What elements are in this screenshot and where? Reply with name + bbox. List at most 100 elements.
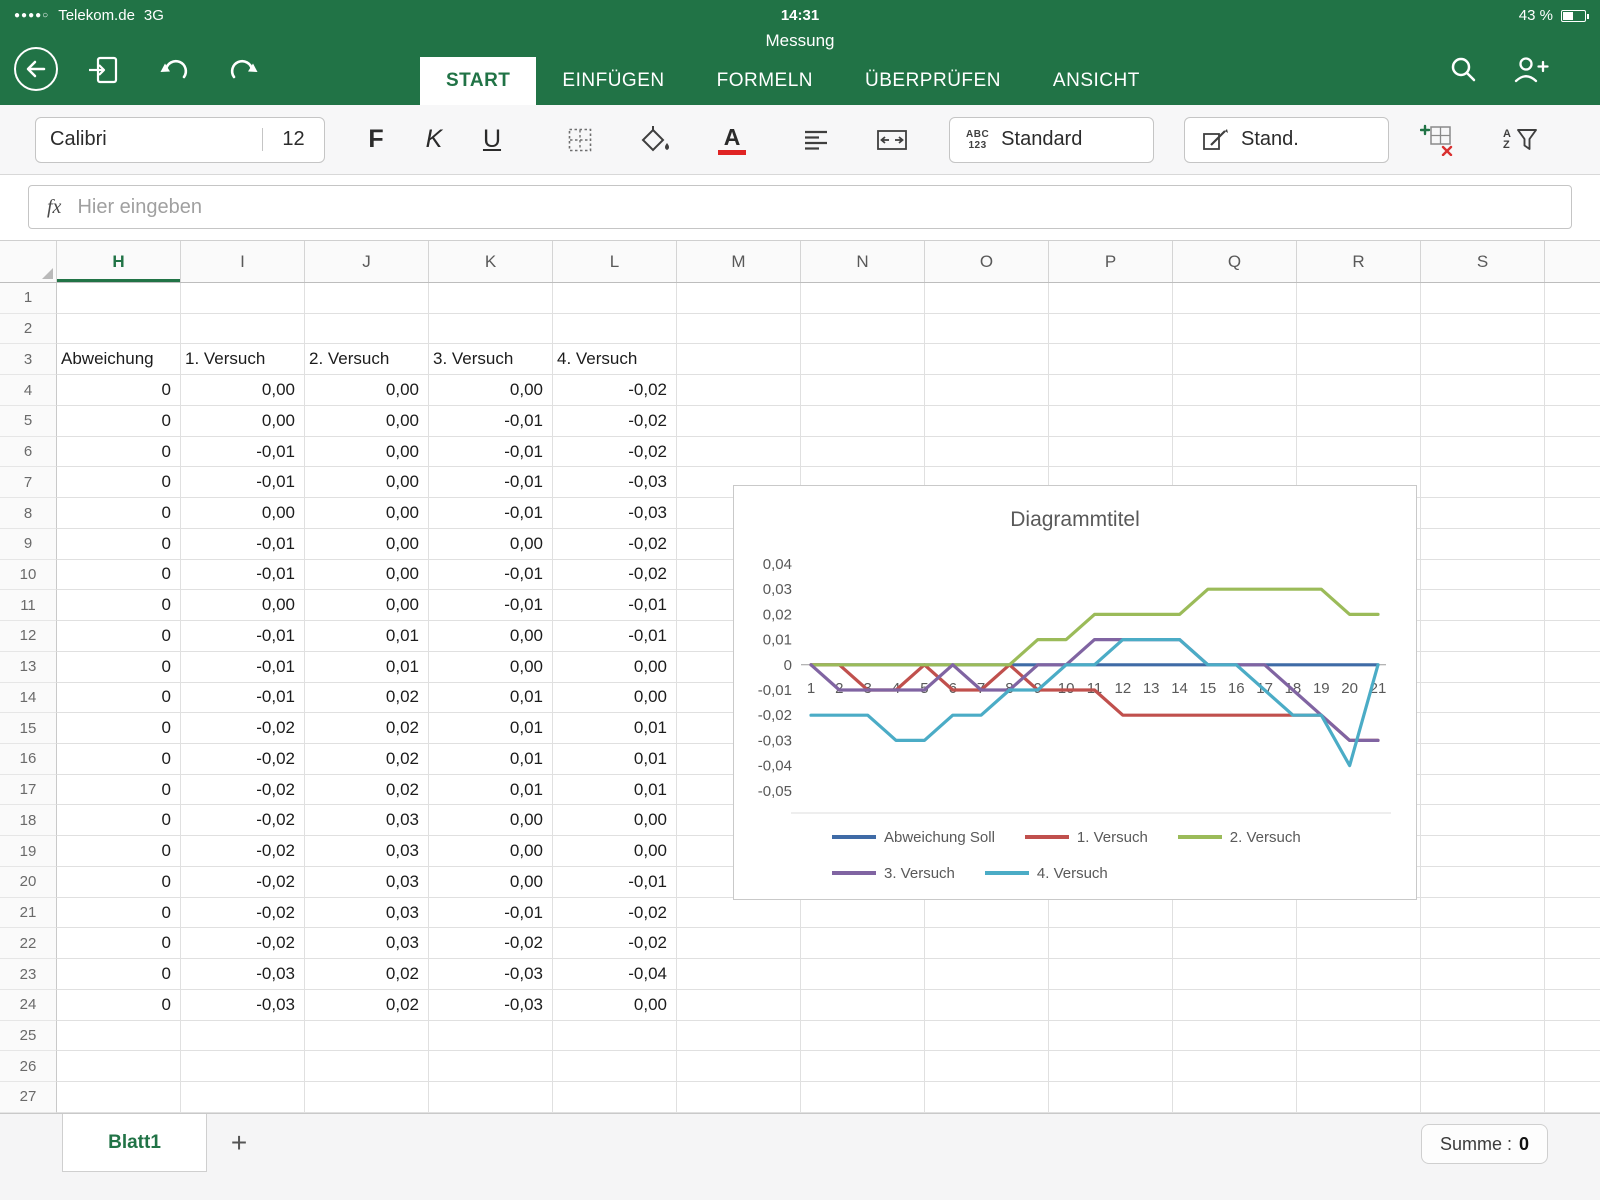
- column-header-partial[interactable]: [1545, 241, 1600, 282]
- cell-I26[interactable]: [181, 1051, 305, 1083]
- cell-O5[interactable]: [925, 405, 1049, 437]
- cell-I1[interactable]: [181, 283, 305, 314]
- cell-S10[interactable]: [1421, 559, 1545, 591]
- cell-Q25[interactable]: [1173, 1020, 1297, 1052]
- cell-M27[interactable]: [677, 1082, 801, 1113]
- column-header-J[interactable]: J: [305, 241, 429, 282]
- cell-partial-13[interactable]: [1545, 652, 1600, 683]
- cell-H10[interactable]: 0: [57, 559, 181, 591]
- cell-M24[interactable]: [677, 989, 801, 1021]
- cell-H3[interactable]: Abweichung: [57, 344, 181, 376]
- cell-I7[interactable]: -0,01: [181, 467, 305, 499]
- share-button[interactable]: [85, 52, 125, 88]
- row-header-24[interactable]: 24: [0, 989, 57, 1021]
- column-header-R[interactable]: R: [1297, 241, 1421, 282]
- column-header-L[interactable]: L: [553, 241, 677, 282]
- cell-J24[interactable]: 0,02: [305, 989, 429, 1021]
- row-header-8[interactable]: 8: [0, 498, 57, 529]
- cell-P21[interactable]: [1049, 897, 1173, 929]
- cell-L17[interactable]: 0,01: [553, 774, 677, 806]
- cell-K12[interactable]: 0,00: [429, 621, 553, 652]
- cell-K1[interactable]: [429, 283, 553, 314]
- cell-L13[interactable]: 0,00: [553, 651, 677, 683]
- cell-H27[interactable]: [57, 1082, 181, 1113]
- borders-button[interactable]: [551, 112, 609, 168]
- cell-R23[interactable]: [1297, 959, 1421, 990]
- cell-J9[interactable]: 0,00: [305, 528, 429, 560]
- tab-formeln[interactable]: FORMELN: [716, 70, 814, 91]
- cell-P5[interactable]: [1049, 405, 1173, 437]
- row-header-6[interactable]: 6: [0, 436, 57, 468]
- cell-S1[interactable]: [1421, 283, 1545, 314]
- cell-N3[interactable]: [801, 344, 925, 376]
- cell-S13[interactable]: [1421, 651, 1545, 683]
- cell-K3[interactable]: 3. Versuch: [429, 344, 553, 376]
- cell-K18[interactable]: 0,00: [429, 805, 553, 837]
- cell-N5[interactable]: [801, 405, 925, 437]
- cell-N21[interactable]: [801, 897, 925, 929]
- cell-S17[interactable]: [1421, 774, 1545, 806]
- cell-I10[interactable]: -0,01: [181, 559, 305, 591]
- cell-P26[interactable]: [1049, 1051, 1173, 1083]
- cell-R25[interactable]: [1297, 1020, 1421, 1052]
- cell-L11[interactable]: -0,01: [553, 590, 677, 622]
- cell-L18[interactable]: 0,00: [553, 805, 677, 837]
- cell-O22[interactable]: [925, 928, 1049, 960]
- cell-I22[interactable]: -0,02: [181, 928, 305, 960]
- cell-K5[interactable]: -0,01: [429, 405, 553, 437]
- cell-M5[interactable]: [677, 405, 801, 437]
- cell-H18[interactable]: 0: [57, 805, 181, 837]
- cell-S6[interactable]: [1421, 436, 1545, 468]
- cell-K8[interactable]: -0,01: [429, 498, 553, 529]
- select-all-corner[interactable]: [0, 241, 57, 282]
- cell-S9[interactable]: [1421, 528, 1545, 560]
- cell-J17[interactable]: 0,02: [305, 774, 429, 806]
- row-header-10[interactable]: 10: [0, 559, 57, 591]
- cell-partial-21[interactable]: [1545, 898, 1600, 929]
- cell-K26[interactable]: [429, 1051, 553, 1083]
- cell-J6[interactable]: 0,00: [305, 436, 429, 468]
- column-header-K[interactable]: K: [429, 241, 553, 282]
- cell-J5[interactable]: 0,00: [305, 405, 429, 437]
- add-sheet-button[interactable]: +: [230, 1127, 248, 1158]
- cell-S26[interactable]: [1421, 1051, 1545, 1083]
- cell-H6[interactable]: 0: [57, 436, 181, 468]
- cell-K21[interactable]: -0,01: [429, 897, 553, 929]
- cell-partial-25[interactable]: [1545, 1021, 1600, 1052]
- cell-partial-10[interactable]: [1545, 560, 1600, 591]
- row-header-25[interactable]: 25: [0, 1020, 57, 1052]
- cell-O3[interactable]: [925, 344, 1049, 376]
- cell-K27[interactable]: [429, 1082, 553, 1113]
- cell-N2[interactable]: [801, 313, 925, 345]
- cell-L23[interactable]: -0,04: [553, 959, 677, 990]
- cell-H11[interactable]: 0: [57, 590, 181, 622]
- cell-I4[interactable]: 0,00: [181, 375, 305, 406]
- cell-J21[interactable]: 0,03: [305, 897, 429, 929]
- cell-H14[interactable]: 0: [57, 682, 181, 714]
- cell-M3[interactable]: [677, 344, 801, 376]
- cell-R26[interactable]: [1297, 1051, 1421, 1083]
- cell-L5[interactable]: -0,02: [553, 405, 677, 437]
- column-header-O[interactable]: O: [925, 241, 1049, 282]
- cell-K15[interactable]: 0,01: [429, 713, 553, 745]
- cell-N4[interactable]: [801, 375, 925, 406]
- cell-Q24[interactable]: [1173, 989, 1297, 1021]
- font-color-button[interactable]: A: [703, 112, 761, 168]
- cell-J22[interactable]: 0,03: [305, 928, 429, 960]
- cell-J3[interactable]: 2. Versuch: [305, 344, 429, 376]
- cell-I13[interactable]: -0,01: [181, 651, 305, 683]
- cell-L4[interactable]: -0,02: [553, 375, 677, 406]
- cell-M4[interactable]: [677, 375, 801, 406]
- cell-S8[interactable]: [1421, 498, 1545, 529]
- insert-delete-cells-button[interactable]: [1409, 112, 1465, 168]
- column-header-H[interactable]: H: [57, 241, 181, 282]
- cell-partial-5[interactable]: [1545, 406, 1600, 437]
- cell-partial-8[interactable]: [1545, 498, 1600, 529]
- cell-Q2[interactable]: [1173, 313, 1297, 345]
- cell-H23[interactable]: 0: [57, 959, 181, 990]
- cell-M25[interactable]: [677, 1020, 801, 1052]
- cell-K20[interactable]: 0,00: [429, 866, 553, 898]
- cell-N25[interactable]: [801, 1020, 925, 1052]
- cell-Q23[interactable]: [1173, 959, 1297, 990]
- cell-L7[interactable]: -0,03: [553, 467, 677, 499]
